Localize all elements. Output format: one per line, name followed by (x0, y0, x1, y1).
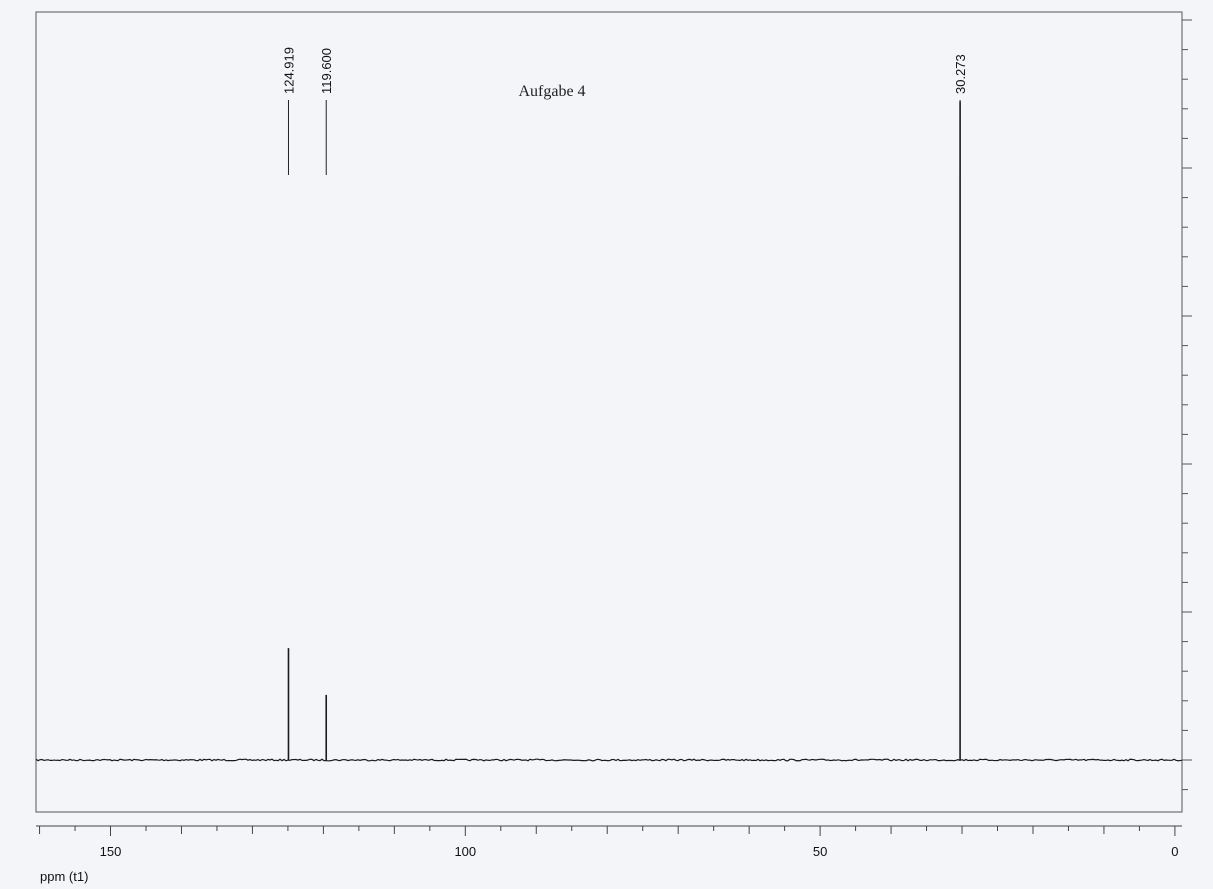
x-tick-label: 50 (813, 844, 827, 859)
x-axis-ticks (39, 826, 1176, 836)
chart-title: Aufgabe 4 (518, 83, 585, 100)
x-tick-label: 150 (100, 844, 122, 859)
x-tick-label: 100 (454, 844, 476, 859)
peak-label-0: 124.919 (281, 47, 296, 94)
spectrum-baseline (35, 758, 1183, 762)
x-axis-label: ppm (t1) (40, 869, 88, 884)
peak-labels-group: 124.919 119.600 30.273 (281, 47, 968, 175)
peaks-group (287, 101, 961, 760)
x-axis-tick-labels: 150 100 50 0 (100, 844, 1179, 859)
peak-label-2: 30.273 (953, 54, 968, 94)
peak-label-1: 119.600 (319, 48, 334, 94)
right-scale-ticks (1182, 19, 1192, 791)
x-tick-label: 0 (1171, 844, 1178, 859)
plot-frame (35, 11, 1183, 813)
